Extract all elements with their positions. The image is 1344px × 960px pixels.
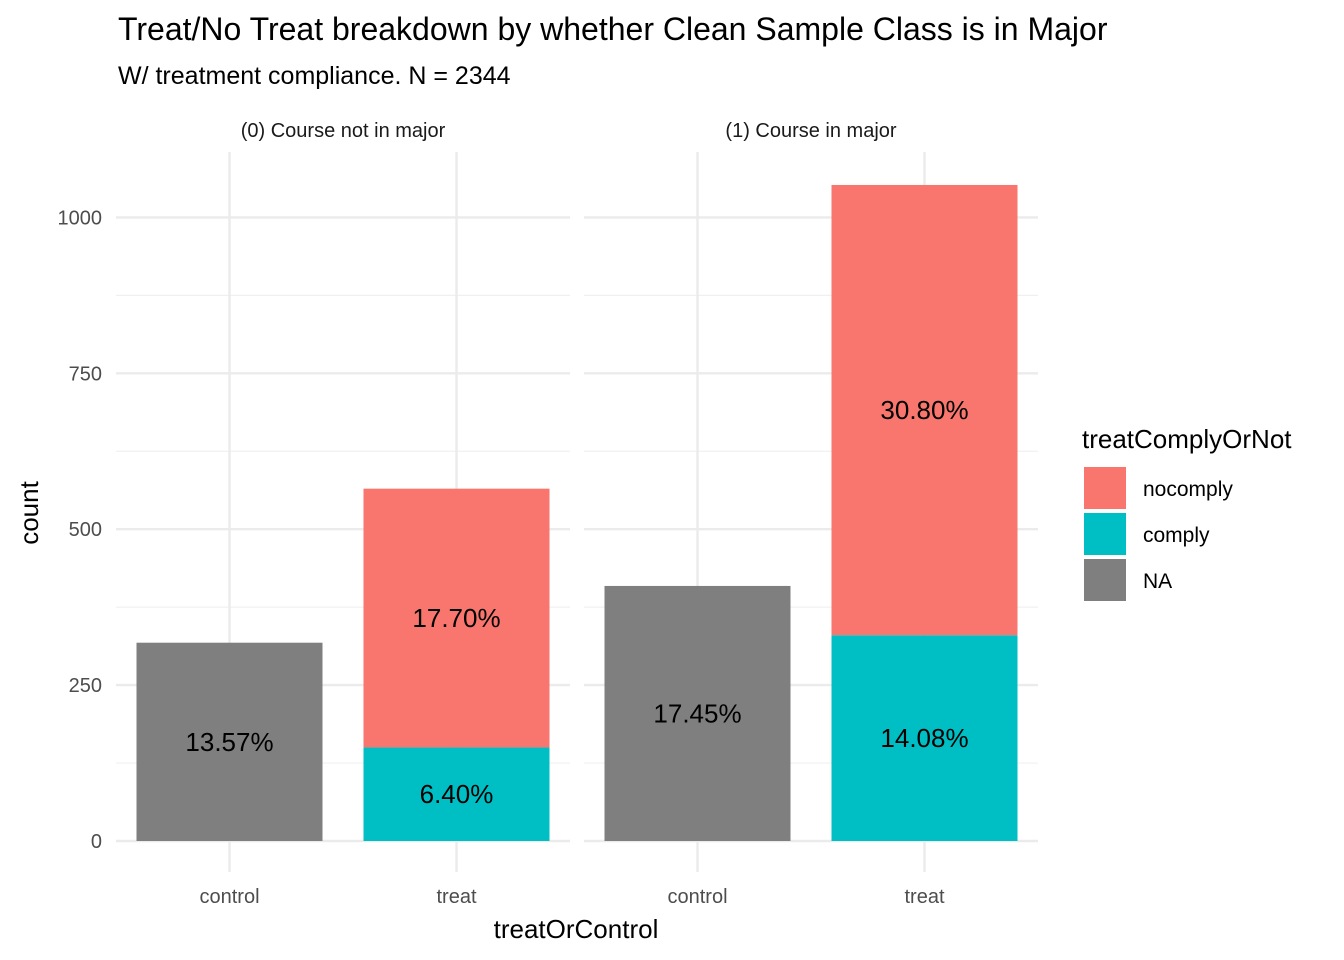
- y-tick-label: 750: [69, 363, 102, 385]
- legend-label: comply: [1143, 524, 1210, 547]
- x-tick-label: control: [667, 886, 727, 908]
- facet-strip-label: (1) Course in major: [725, 120, 897, 142]
- y-axis-title: count: [14, 480, 44, 544]
- chart-subtitle: W/ treatment compliance. N = 2344: [118, 62, 511, 90]
- bar-data-label: 17.70%: [412, 603, 500, 633]
- bar-segment-na: [604, 585, 791, 841]
- y-axis: 0 250 500 750 1000: [58, 207, 103, 853]
- legend-items: nocomply comply NA: [1084, 467, 1233, 601]
- facet-panel: (1) Course in major 17.45% 14.08% 30.80% con…: [584, 120, 1038, 908]
- bar-segment-nocomply: [831, 184, 1018, 636]
- facet-panels: (0) Course not in major 13.57% 6.40% 17.70%…: [116, 120, 1038, 908]
- x-axis-title: treatOrControl: [494, 914, 659, 944]
- legend-title: treatComplyOrNot: [1082, 424, 1292, 454]
- legend-swatch-comply: [1084, 513, 1126, 555]
- legend-swatch-nocomply: [1084, 467, 1126, 509]
- chart-title: Treat/No Treat breakdown by whether Clea…: [118, 11, 1108, 47]
- facet-strip-label: (0) Course not in major: [241, 120, 446, 142]
- legend-label: nocomply: [1143, 478, 1233, 501]
- bar-data-label: 17.45%: [653, 698, 741, 728]
- x-tick-label: treat: [436, 886, 476, 908]
- bar-segment-comply: [363, 747, 550, 841]
- facet-panel: (0) Course not in major 13.57% 6.40% 17.70%…: [116, 120, 570, 908]
- bar-data-label: 13.57%: [185, 727, 273, 757]
- bar-data-label: 6.40%: [420, 779, 494, 809]
- bar-segment-comply: [831, 635, 1018, 841]
- bar-data-label: 30.80%: [880, 395, 968, 425]
- bar-data-label: 14.08%: [880, 723, 968, 753]
- y-tick-label: 1000: [58, 207, 103, 229]
- bar-segment-nocomply: [363, 488, 550, 748]
- x-tick-label: treat: [904, 886, 944, 908]
- legend: treatComplyOrNot nocomply comply NA: [1082, 424, 1292, 601]
- legend-swatch-na: [1084, 559, 1126, 601]
- x-tick-label: control: [199, 886, 259, 908]
- legend-label: NA: [1143, 570, 1172, 593]
- bar-segment-na: [136, 642, 323, 841]
- y-tick-label: 250: [69, 675, 102, 697]
- y-tick-label: 0: [91, 831, 102, 853]
- y-tick-label: 500: [69, 519, 102, 541]
